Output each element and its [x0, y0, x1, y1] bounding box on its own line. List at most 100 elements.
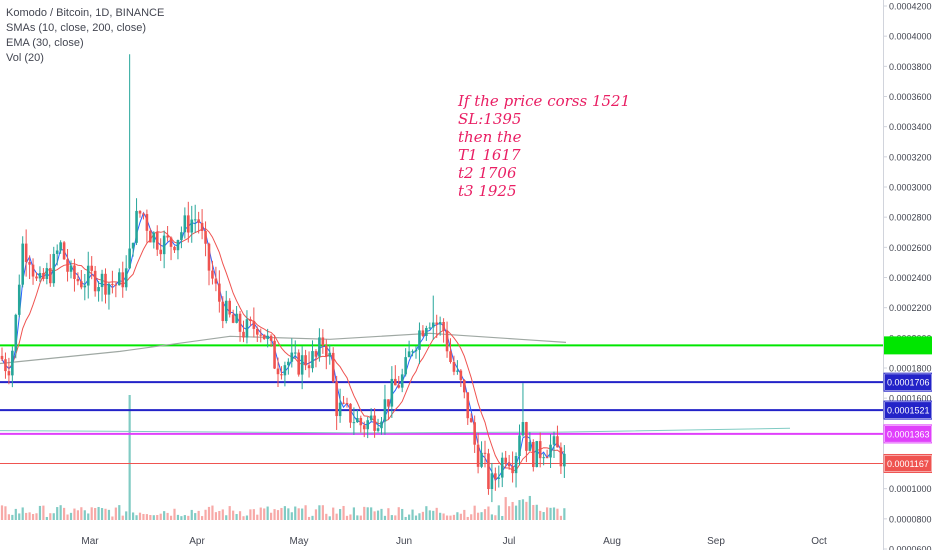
volume-bar: [221, 509, 224, 520]
candle-body: [438, 321, 442, 325]
volume-bar: [376, 510, 380, 520]
candle-body: [331, 352, 335, 382]
volume-bar: [249, 509, 252, 520]
y-tick-label: 0.0002800: [889, 213, 932, 223]
candle-body: [535, 441, 539, 468]
candle-body: [224, 300, 228, 322]
candle-body: [231, 314, 235, 323]
candle-body: [563, 453, 566, 467]
volume-bar: [90, 507, 93, 520]
candle-body: [80, 281, 83, 288]
candle-body: [14, 314, 18, 351]
volume-bar: [14, 508, 17, 520]
candle-body: [466, 392, 470, 419]
candle-body: [187, 215, 190, 233]
volume-bar: [521, 499, 525, 520]
y-tick-label: 0.0002200: [889, 303, 932, 313]
candle-body: [104, 273, 107, 295]
volume-bar: [100, 508, 104, 520]
candle-body: [473, 422, 476, 445]
candle-body: [366, 420, 369, 430]
volume-bar: [490, 514, 493, 520]
volume-bar: [225, 515, 228, 520]
volume-bar: [356, 515, 359, 520]
candle-body: [276, 368, 280, 375]
volume-bar: [104, 508, 107, 520]
volume-bar: [466, 516, 469, 520]
candle-body: [518, 435, 521, 456]
volume-bar: [238, 511, 242, 520]
volume-bar: [401, 508, 404, 520]
volume-bar: [125, 511, 128, 520]
candle-body: [183, 215, 187, 233]
candle-body: [211, 270, 214, 279]
volume-bar: [76, 510, 79, 520]
volume-bar: [435, 507, 438, 520]
candle-body: [525, 422, 528, 451]
candle-body: [414, 349, 418, 352]
volume-bar: [349, 514, 352, 520]
price-tag-fill: [885, 402, 931, 419]
volume-bar: [59, 505, 62, 520]
symbol-title[interactable]: Komodo / Bitcoin, 1D, BINANCE: [6, 7, 165, 19]
candle-body: [456, 370, 459, 372]
volume-bar: [283, 506, 286, 520]
candle-body: [31, 264, 35, 277]
candle-body: [42, 273, 45, 279]
candle-body: [38, 273, 42, 279]
volume-bar: [363, 506, 366, 520]
candle-body: [100, 273, 104, 288]
candle-body: [221, 301, 225, 322]
price-tag-fill: [885, 374, 931, 391]
legend: Komodo / Bitcoin, 1D, BINANCE SMAs (10, …: [6, 6, 164, 66]
volume-bar: [94, 507, 97, 520]
volume-bar: [173, 508, 176, 520]
candle-body: [242, 331, 245, 338]
volume-bar: [439, 512, 442, 520]
volume-bar: [97, 506, 100, 520]
candle-body: [380, 421, 383, 429]
volume-bar: [159, 513, 162, 520]
candle-body: [173, 246, 176, 251]
volume-legend[interactable]: Vol (20): [6, 52, 44, 64]
volume-bar: [156, 514, 159, 520]
x-tick-label: May: [290, 536, 309, 547]
candle-body: [411, 351, 414, 353]
volume-bar: [187, 515, 190, 520]
volume-bar: [394, 515, 397, 520]
candle-body: [218, 283, 221, 302]
volume-bar: [266, 506, 269, 520]
volume-bar: [107, 509, 111, 520]
volume-bar: [335, 513, 338, 520]
candle-body: [459, 370, 463, 381]
volume-bar: [18, 513, 21, 520]
text-annotation[interactable]: If the price corss 1521 SL:1395 then the…: [458, 92, 630, 200]
volume-bar: [218, 510, 221, 520]
candle-body: [321, 337, 325, 346]
candle-body: [325, 345, 328, 357]
price-tag-label: 0.0001363: [887, 429, 930, 439]
volume-bar: [201, 516, 204, 520]
volume-bar: [56, 507, 59, 520]
sma-legend[interactable]: SMAs (10, close, 200, close): [6, 22, 147, 34]
annotation-line: SL:1395: [458, 110, 522, 128]
candle-body: [76, 278, 80, 282]
candle-body: [469, 418, 473, 423]
candle-body: [556, 436, 559, 448]
candle-body: [338, 402, 342, 417]
ema-legend[interactable]: EMA (30, close): [6, 37, 84, 49]
candle-body: [421, 330, 425, 336]
candle-body: [514, 455, 518, 474]
volume-bar: [256, 514, 259, 520]
candle-body: [397, 385, 401, 388]
candle-body: [193, 219, 197, 221]
candle-body: [256, 328, 259, 335]
volume-bar: [149, 515, 152, 520]
candle-body: [162, 235, 166, 255]
volume-bar: [194, 513, 197, 520]
volume-bar: [73, 508, 76, 520]
candle-body: [542, 457, 545, 459]
candle-body: [314, 351, 318, 357]
